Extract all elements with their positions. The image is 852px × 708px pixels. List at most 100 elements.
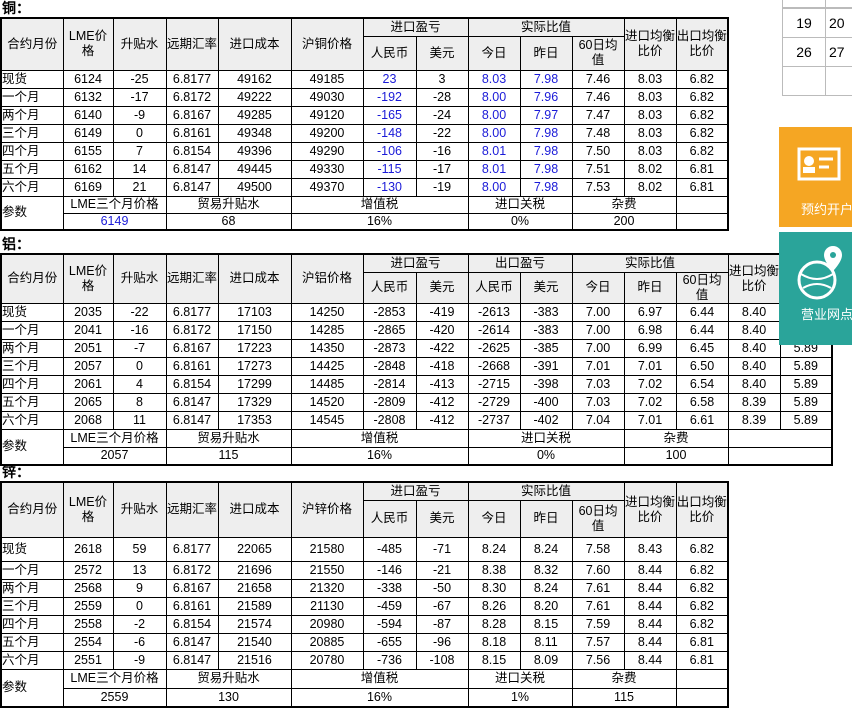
group-header: 实际比值	[467, 17, 625, 37]
row-label: 四个月	[0, 614, 64, 634]
cell: 6.8167	[165, 105, 219, 125]
cell: 49162	[217, 69, 292, 89]
cell: 8.32	[519, 560, 573, 580]
cell: 7.51	[571, 159, 625, 179]
cell: 8.11	[519, 632, 573, 652]
cell: 6149	[62, 123, 114, 143]
data-row: 六个月 2551 -9 6.8147 21516 20780 -736 -108 8.15 8.0…	[0, 650, 729, 670]
cell: 6.81	[675, 632, 729, 652]
param-name: 进口关税	[467, 428, 625, 448]
cell: -385	[519, 338, 573, 358]
calendar-cell[interactable]: 19	[782, 8, 826, 38]
cell: 8.44	[623, 578, 677, 598]
data-row: 现货 6124 -25 6.8177 49162 49185 23 3 8.03 7.98 7.46…	[0, 69, 729, 89]
calendar-cell[interactable]: 20	[825, 8, 852, 38]
sub-header: 今日	[571, 271, 625, 304]
cell: -165	[362, 105, 417, 125]
sub-header: 美元	[415, 499, 469, 538]
cell: 2068	[62, 410, 114, 430]
data-row: 现货 2618 59 6.8177 22065 21580 -485 -71 8.24 8.24 7…	[0, 536, 729, 562]
cell: 7.00	[571, 320, 625, 340]
cell: 8.01	[467, 159, 521, 179]
row-label: 一个月	[0, 87, 64, 107]
row-label: 五个月	[0, 159, 64, 179]
row-label: 五个月	[0, 632, 64, 652]
cell: 8.18	[467, 632, 521, 652]
param-name: 杂费	[623, 428, 729, 448]
cell: 8.39	[727, 410, 781, 430]
row-label: 六个月	[0, 177, 64, 197]
cell: -2715	[467, 374, 521, 394]
cell: 23	[362, 69, 417, 89]
cell: -2814	[362, 374, 417, 394]
cell: 7.01	[623, 356, 677, 376]
calendar-cell	[825, 0, 852, 8]
cell: 6.8177	[165, 69, 219, 89]
param-name: 贸易升贴水	[165, 668, 292, 689]
cell	[727, 446, 833, 466]
data-row: 四个月 2061 4 6.8154 17299 14485 -2814 -413 -2715 -3…	[0, 374, 833, 394]
row-label: 三个月	[0, 596, 64, 616]
param-value: 16%	[290, 212, 469, 231]
footer-label: 参数	[0, 195, 64, 231]
cell: 17150	[217, 320, 292, 340]
cell: 6.44	[675, 320, 729, 340]
param-name: 增值税	[290, 668, 469, 689]
data-row: 现货 2035 -22 6.8177 17103 14250 -2853 -419 -2613-…	[0, 302, 833, 322]
cell: 20780	[290, 650, 364, 670]
cell: 6124	[62, 69, 114, 89]
cell: 59	[112, 536, 167, 562]
group-header: 实际比值	[571, 253, 729, 273]
cell: -9	[112, 105, 167, 125]
branch-button[interactable]: 营业网点	[779, 232, 852, 345]
column-header: 沪铝价格	[290, 253, 364, 304]
cell: 6.8177	[165, 302, 219, 322]
cell: 11	[112, 410, 167, 430]
param-name: LME三个月价格	[62, 668, 167, 689]
column-header: LME价格	[62, 253, 114, 304]
cell: 6.8147	[165, 177, 219, 197]
cell: 8.01	[467, 141, 521, 161]
cell: 8.40	[727, 320, 781, 340]
cell: 7.56	[571, 650, 625, 670]
header-row: 人民币 美元 人民币 美元 今日 昨日 60日均值	[1, 271, 832, 304]
cell: 21574	[217, 614, 292, 634]
data-row: 两个月 6140 -9 6.8167 49285 49120 -165 -24 8.00 7.97…	[0, 105, 729, 125]
cell: 6.8177	[165, 536, 219, 562]
calendar-cell[interactable]: 26	[782, 37, 826, 67]
cell: -22	[112, 302, 167, 322]
cell: 17299	[217, 374, 292, 394]
cell: 5.89	[779, 392, 833, 412]
cell: 7.01	[623, 410, 677, 430]
header-row: 合约月份 LME价格 升贴水 远期汇率 进口成本 沪铜价格 进口盈亏 实际比值 进口均衡比价 出口…	[0, 17, 729, 71]
cell: 7.97	[519, 105, 573, 125]
cell: 3	[415, 69, 469, 89]
cell: 14520	[290, 392, 364, 412]
cell: 8.39	[727, 392, 781, 412]
cell: -87	[415, 614, 469, 634]
data-row: 三个月 2057 0 6.8161 17273 14425 -2848 -418 -2668 -3…	[0, 356, 833, 376]
sub-header: 今日	[467, 499, 521, 538]
cell: 49185	[290, 69, 364, 89]
cell: 21696	[217, 560, 292, 580]
cell: 6.82	[675, 87, 729, 107]
cell: 6132	[62, 87, 114, 107]
header-row: 合约月份 LME价格 升贴水 远期汇率 进口成本 沪锌价格 进口盈亏 实际比值 进口均衡比价 出口…	[0, 481, 729, 538]
row-label: 两个月	[0, 578, 64, 598]
header-row: 人民币 美元 今日 昨日 60日均值	[1, 499, 728, 538]
sub-header: 美元	[415, 35, 469, 71]
cell: 2559	[62, 596, 114, 616]
param-value: 68	[165, 212, 292, 231]
param-name: 杂费	[571, 668, 677, 689]
open-account-button[interactable]: 预约开户	[779, 127, 852, 227]
sub-header: 60日均值	[571, 35, 625, 71]
row-label: 一个月	[0, 560, 64, 580]
data-row: 三个月 6149 0 6.8161 49348 49200 -148 -22 8.00 7.98 7…	[0, 123, 729, 143]
calendar-cell[interactable]: 27	[825, 37, 852, 67]
cell: -422	[415, 338, 469, 358]
cell: 2551	[62, 650, 114, 670]
row-label: 四个月	[0, 374, 64, 394]
cell: 8.30	[467, 578, 521, 598]
footer-row: 2057 115 16% 0% 100	[1, 446, 833, 466]
cell: -192	[362, 87, 417, 107]
